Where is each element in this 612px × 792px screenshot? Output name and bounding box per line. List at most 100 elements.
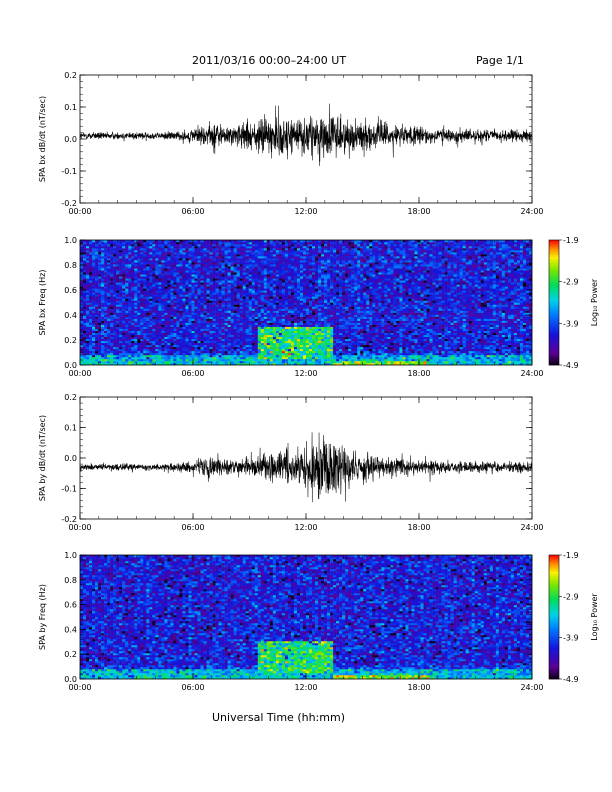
- heatmap-cell: [113, 336, 117, 340]
- heatmap-cell: [206, 344, 210, 348]
- heatmap-cell: [188, 314, 192, 317]
- heatmap-cell: [182, 306, 186, 309]
- heatmap-cell: [263, 252, 268, 255]
- heatmap-cell: [194, 348, 198, 352]
- heatmap-cell: [146, 360, 150, 364]
- heatmap-cell: [125, 294, 129, 297]
- heatmap-cell: [188, 358, 192, 362]
- heatmap-cell: [155, 322, 159, 325]
- heatmap-cell: [140, 292, 144, 295]
- heatmap-cell: [116, 326, 120, 329]
- heatmap-cell: [254, 256, 259, 259]
- heatmap-cell: [224, 332, 228, 336]
- heatmap-cell: [191, 316, 195, 319]
- heatmap-cell: [251, 350, 256, 354]
- heatmap-cell: [218, 348, 222, 352]
- heatmap-cell: [248, 330, 253, 333]
- heatmap-cell: [312, 286, 316, 289]
- heatmap-cell: [269, 362, 274, 366]
- heatmap-cell: [179, 344, 183, 348]
- heatmap-cell: [188, 350, 192, 354]
- heatmap-cell: [110, 342, 114, 346]
- heatmap-cell: [122, 250, 126, 253]
- heatmap-cell: [83, 334, 87, 338]
- heatmap-cell: [233, 322, 237, 325]
- heatmap-cell: [179, 336, 183, 340]
- heatmap-cell: [227, 354, 231, 358]
- heatmap-cell: [224, 264, 228, 267]
- heatmap-cell: [296, 346, 301, 350]
- heatmap-cell: [284, 262, 289, 265]
- heatmap-cell: [167, 244, 171, 247]
- heatmap-cell: [275, 306, 280, 309]
- heatmap-cell: [278, 246, 283, 249]
- heatmap-cell: [101, 332, 105, 336]
- heatmap-cell: [194, 292, 198, 295]
- heatmap-cell: [281, 266, 286, 269]
- heatmap-cell: [83, 308, 87, 311]
- heatmap-cell: [101, 280, 105, 283]
- heatmap-cell: [315, 312, 319, 315]
- heatmap-cell: [170, 282, 174, 285]
- heatmap-cell: [293, 332, 298, 336]
- heatmap-cell: [128, 356, 132, 360]
- heatmap-cell: [80, 246, 84, 249]
- heatmap-cell: [245, 342, 249, 346]
- heatmap-cell: [266, 294, 271, 297]
- heatmap-cell: [164, 346, 168, 350]
- heatmap-cell: [110, 264, 114, 267]
- heatmap-cell: [146, 358, 150, 362]
- heatmap-cell: [179, 324, 183, 327]
- heatmap-cell: [128, 316, 132, 319]
- heatmap-cell: [260, 346, 265, 350]
- heatmap-cell: [203, 262, 207, 265]
- heatmap-cell: [281, 342, 286, 346]
- heatmap-cell: [191, 356, 195, 360]
- heatmap-cell: [251, 352, 256, 356]
- heatmap-cell: [134, 356, 138, 360]
- heatmap-cell: [161, 278, 165, 281]
- heatmap-cell: [191, 290, 195, 293]
- heatmap-cell: [197, 298, 201, 301]
- heatmap-cell: [173, 288, 177, 291]
- heatmap-cell: [152, 282, 156, 285]
- heatmap-cell: [203, 278, 207, 281]
- heatmap-cell: [113, 356, 117, 360]
- heatmap-cell: [218, 324, 222, 327]
- heatmap-cell: [251, 274, 256, 277]
- heatmap-cell: [119, 298, 123, 301]
- heatmap-cell: [203, 266, 207, 269]
- heatmap-cell: [137, 244, 141, 247]
- heatmap-cell: [110, 334, 114, 338]
- heatmap-cell: [116, 288, 120, 291]
- heatmap-cell: [146, 356, 150, 360]
- heatmap-cell: [197, 324, 201, 327]
- heatmap-cell: [230, 296, 234, 299]
- heatmap-cell: [212, 326, 216, 329]
- heatmap-cell: [149, 282, 153, 285]
- heatmap-cell: [257, 280, 262, 283]
- heatmap-cell: [197, 350, 201, 354]
- heatmap-cell: [92, 268, 96, 271]
- heatmap-cell: [290, 348, 295, 352]
- heatmap-cell: [209, 290, 213, 293]
- heatmap-cell: [134, 336, 138, 340]
- heatmap-cell: [152, 254, 156, 257]
- heatmap-cell: [209, 254, 213, 257]
- heatmap-cell: [161, 286, 165, 289]
- heatmap-cell: [125, 254, 129, 257]
- heatmap-cell: [125, 258, 129, 261]
- heatmap-cell: [233, 360, 237, 364]
- heatmap-cell: [221, 300, 225, 303]
- heatmap-cell: [248, 354, 253, 358]
- heatmap-cell: [200, 336, 204, 340]
- heatmap-cell: [287, 326, 292, 329]
- heatmap-cell: [230, 362, 234, 366]
- heatmap-cell: [104, 344, 108, 348]
- heatmap-cell: [227, 246, 231, 249]
- heatmap-cell: [299, 326, 304, 329]
- heatmap-cell: [200, 286, 204, 289]
- heatmap-cell: [110, 244, 114, 247]
- heatmap-cell: [254, 278, 259, 281]
- heatmap-cell: [245, 344, 249, 348]
